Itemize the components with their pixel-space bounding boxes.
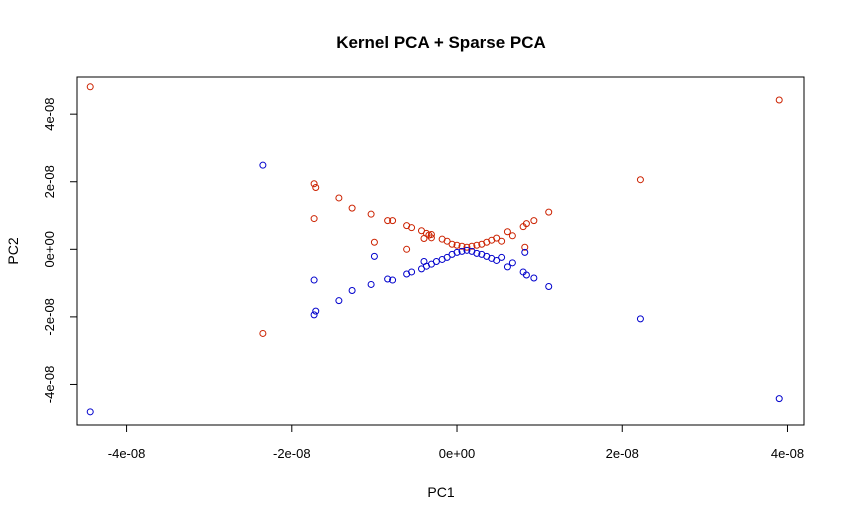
data-point-series-2	[348, 287, 356, 295]
chart-title: Kernel PCA + Sparse PCA	[336, 33, 546, 52]
x-axis: -4e-08 -2e-08 0e+00 2e-08 4e-08	[108, 424, 804, 461]
data-point-series-2	[508, 259, 516, 267]
data-point-series-2	[545, 282, 553, 290]
data-point-series-2	[521, 248, 529, 256]
data-point-series-1	[453, 241, 461, 249]
data-point-series-2	[367, 280, 375, 288]
points-layer	[86, 83, 783, 416]
data-point-series-1	[493, 234, 501, 242]
data-point-series-2	[370, 252, 378, 260]
data-point-series-1	[259, 329, 267, 337]
x-tick-label: 4e-08	[771, 446, 804, 461]
data-point-series-2	[775, 395, 783, 403]
data-point-series-1	[468, 242, 476, 250]
data-point-series-1	[545, 208, 553, 216]
data-point-series-1	[458, 242, 466, 250]
data-point-series-2	[389, 276, 397, 284]
x-tick-label: 0e+00	[439, 446, 476, 461]
data-point-series-2	[458, 247, 466, 255]
data-point-series-2	[443, 253, 451, 261]
data-point-series-1	[522, 220, 530, 228]
data-point-series-2	[310, 311, 318, 319]
data-point-series-1	[420, 234, 428, 242]
data-point-series-2	[493, 256, 501, 264]
data-point-series-1	[508, 232, 516, 240]
y-tick-label: 4e-08	[42, 98, 57, 131]
y-tick-label: -4e-08	[42, 366, 57, 404]
data-point-series-2	[408, 268, 416, 276]
data-point-series-2	[335, 297, 343, 305]
data-point-series-1	[86, 83, 94, 91]
data-point-series-2	[312, 307, 320, 315]
data-point-series-1	[463, 243, 471, 251]
data-point-series-2	[473, 249, 481, 257]
y-tick-label: 0e+00	[42, 231, 57, 268]
data-point-series-2	[86, 408, 94, 416]
data-point-series-1	[503, 228, 511, 236]
data-point-series-2	[453, 248, 461, 256]
data-point-series-1	[521, 243, 529, 251]
x-tick-label: -4e-08	[108, 446, 146, 461]
x-tick-label: 2e-08	[606, 446, 639, 461]
data-point-series-2	[530, 274, 538, 282]
data-point-series-1	[389, 217, 397, 225]
x-axis-label: PC1	[427, 484, 454, 500]
y-tick-label: 2e-08	[42, 165, 57, 198]
data-point-series-2	[384, 275, 392, 283]
data-point-series-2	[259, 161, 267, 169]
data-point-series-1	[443, 237, 451, 245]
data-point-series-1	[335, 194, 343, 202]
data-point-series-1	[348, 204, 356, 212]
data-point-series-1	[473, 241, 481, 249]
data-point-series-1	[312, 183, 320, 191]
data-point-series-1	[636, 176, 644, 184]
data-point-series-2	[498, 253, 506, 261]
data-point-series-1	[530, 217, 538, 225]
y-tick-label: -2e-08	[42, 298, 57, 336]
y-axis: -4e-08 -2e-08 0e+00 2e-08 4e-08	[42, 98, 78, 404]
data-point-series-1	[427, 234, 435, 242]
data-point-series-2	[420, 257, 428, 265]
y-axis-label: PC2	[5, 237, 21, 264]
data-point-series-1	[310, 215, 318, 223]
data-point-series-1	[384, 217, 392, 225]
data-point-series-2	[463, 246, 471, 254]
data-point-series-1	[408, 224, 416, 232]
data-point-series-1	[403, 245, 411, 253]
data-point-series-2	[432, 257, 440, 265]
x-tick-label: -2e-08	[273, 446, 311, 461]
data-point-series-1	[498, 237, 506, 245]
data-point-series-2	[522, 271, 530, 279]
data-point-series-1	[370, 238, 378, 246]
data-point-series-2	[636, 315, 644, 323]
data-point-series-1	[448, 240, 456, 248]
data-point-series-1	[775, 96, 783, 104]
data-point-series-1	[310, 180, 318, 188]
data-point-series-2	[503, 263, 511, 271]
data-point-series-2	[310, 276, 318, 284]
plot-frame	[76, 76, 805, 426]
data-point-series-1	[367, 210, 375, 218]
